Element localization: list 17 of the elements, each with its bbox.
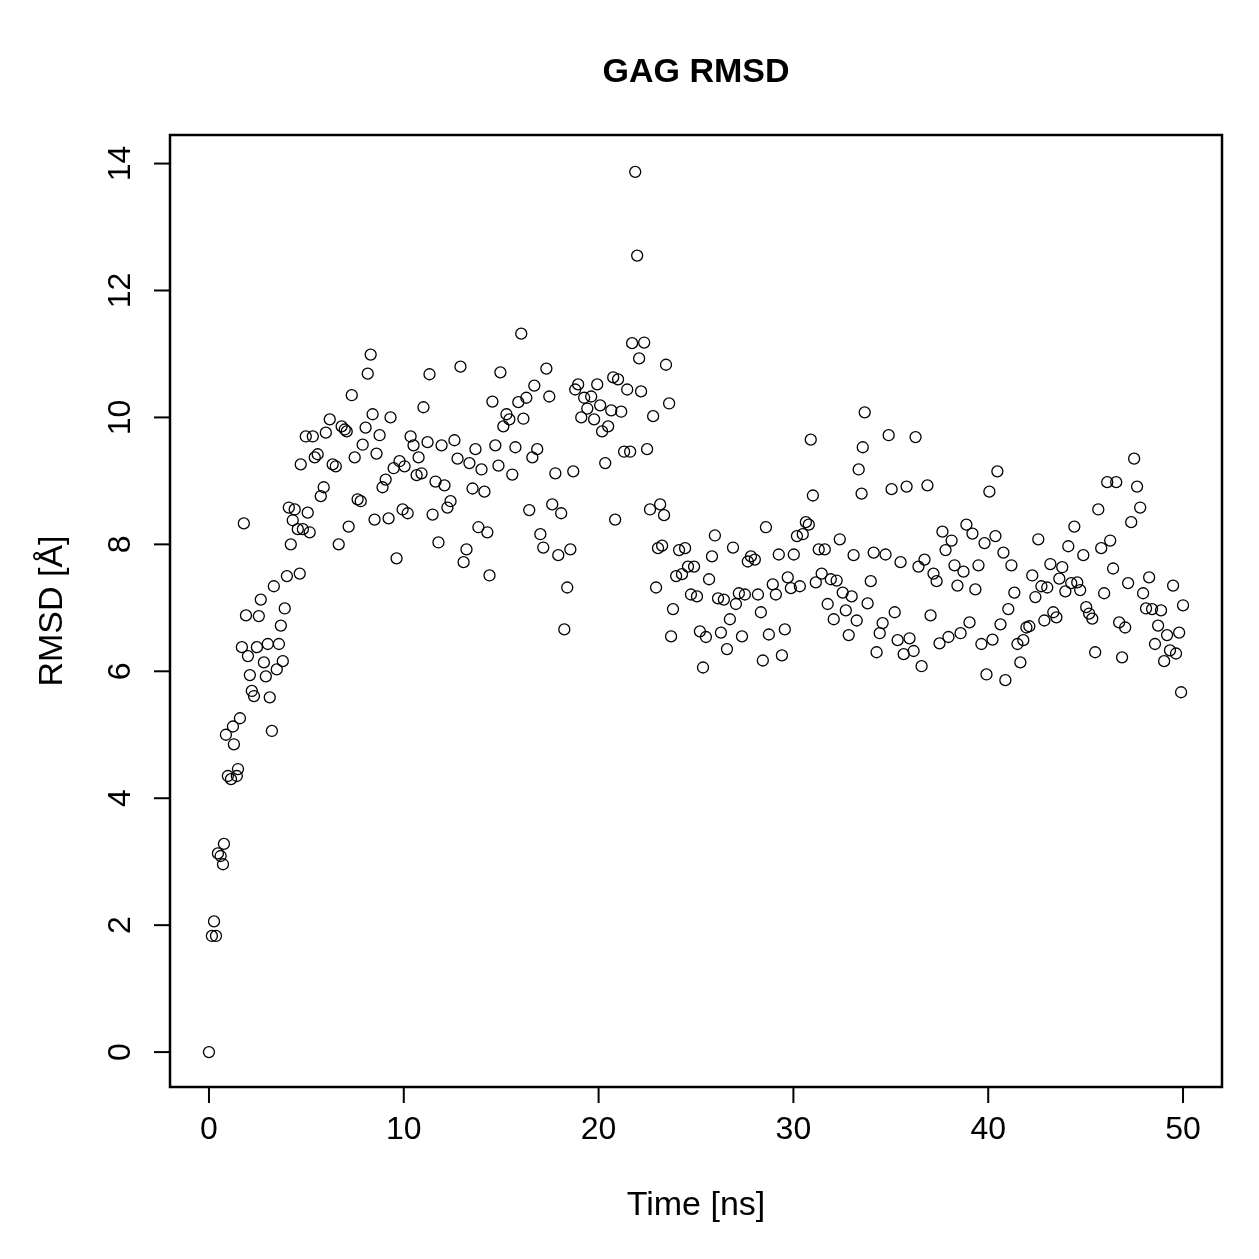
y-tick-label: 2: [101, 916, 137, 935]
chart-title: GAG RMSD: [602, 51, 790, 89]
y-tick-label: 4: [101, 789, 137, 808]
x-tick-label: 40: [970, 1110, 1007, 1146]
y-axis-title: RMSD [Å]: [31, 535, 69, 687]
x-tick-label: 0: [200, 1110, 218, 1146]
y-tick-label: 6: [101, 662, 137, 681]
y-tick-label: 8: [101, 535, 137, 554]
y-tick-label: 10: [101, 399, 137, 436]
x-tick-label: 10: [385, 1110, 422, 1146]
x-tick-label: 50: [1165, 1110, 1201, 1146]
x-axis-title: Time [ns]: [626, 1184, 766, 1222]
x-tick-label: 30: [775, 1110, 812, 1146]
y-tick-label: 12: [101, 272, 137, 309]
y-tick-label: 14: [101, 145, 137, 182]
y-tick-label: 0: [101, 1043, 137, 1061]
x-tick-label: 20: [580, 1110, 617, 1146]
